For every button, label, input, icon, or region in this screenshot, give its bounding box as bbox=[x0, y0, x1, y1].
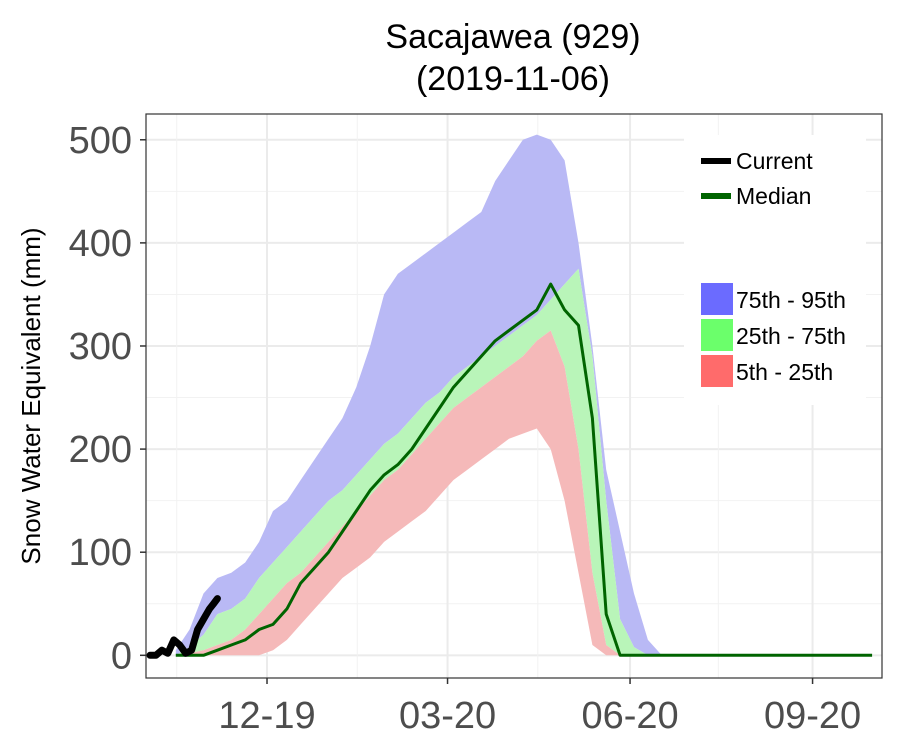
legend-key-5th-25th bbox=[701, 355, 733, 387]
legend-label-5th-25th: 5th - 25th bbox=[736, 359, 833, 385]
y-axis-label: Snow Water Equivalent (mm) bbox=[16, 227, 46, 564]
y-tick-label: 500 bbox=[69, 120, 132, 162]
x-tick-label: 06-20 bbox=[581, 695, 678, 737]
y-tick-label: 300 bbox=[69, 326, 132, 368]
band-5th-25th bbox=[175, 330, 873, 656]
chart-title-line-2: (2019-11-06) bbox=[416, 60, 610, 98]
y-axis-ticks: 0 100 200 300 400 500 bbox=[69, 120, 146, 677]
plot-border bbox=[145, 113, 883, 679]
legend-label-median: Median bbox=[736, 183, 811, 209]
band-25th-75th bbox=[175, 268, 873, 656]
x-axis-ticks: 12-19 03-20 06-20 09-20 bbox=[218, 678, 861, 737]
current-line bbox=[146, 595, 221, 659]
x-tick-label: 12-19 bbox=[218, 695, 315, 737]
y-tick-label: 400 bbox=[69, 223, 132, 265]
y-tick-label: 0 bbox=[111, 635, 132, 677]
y-tick-label: 200 bbox=[69, 429, 132, 471]
legend-label-75th-95th: 75th - 95th bbox=[736, 287, 846, 313]
band-75th-95th bbox=[175, 134, 873, 656]
x-tick-label: 09-20 bbox=[764, 695, 861, 737]
legend-label-25th-75th: 25th - 75th bbox=[736, 323, 846, 349]
percentile-bands bbox=[175, 134, 873, 656]
legend: Current Median 75th - 95th 25th - 75th 5th -… bbox=[684, 135, 866, 405]
legend-key-75th-95th bbox=[701, 283, 733, 315]
y-tick-label: 100 bbox=[69, 532, 132, 574]
legend-key-25th-75th bbox=[701, 319, 733, 351]
series-lines bbox=[146, 282, 873, 659]
median-line bbox=[175, 282, 873, 657]
chart-title-line-1: Sacajawea (929) bbox=[385, 18, 640, 56]
legend-label-current: Current bbox=[736, 148, 813, 174]
x-tick-label: 03-20 bbox=[399, 695, 496, 737]
